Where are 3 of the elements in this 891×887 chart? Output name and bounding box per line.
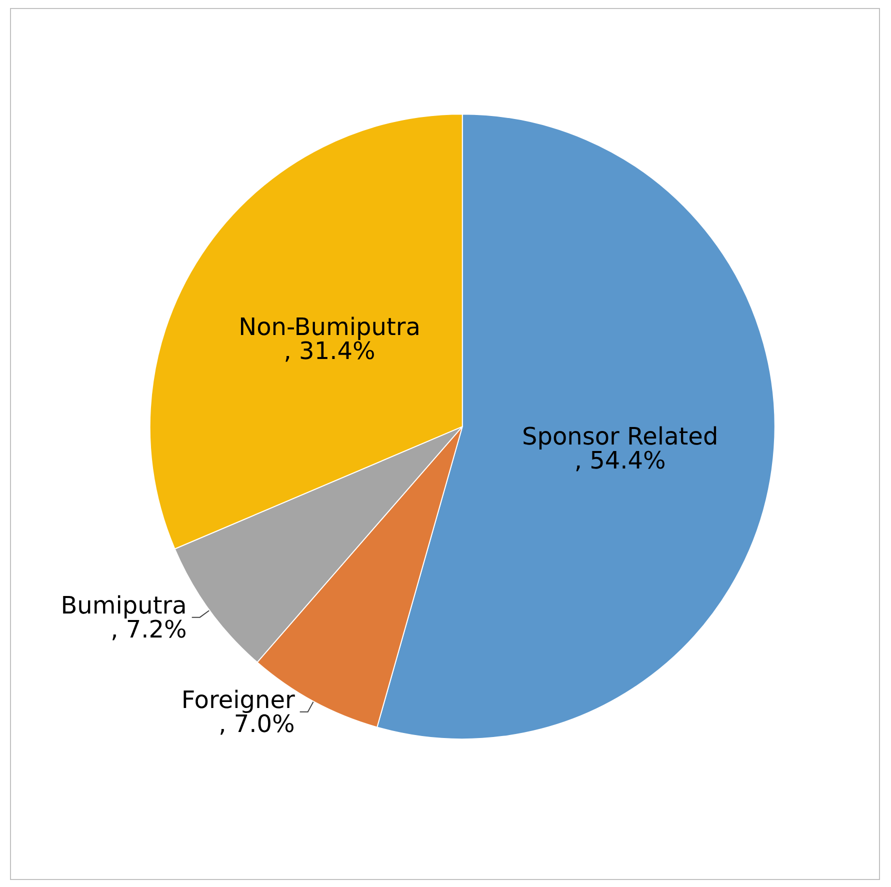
slice-label: Bumiputra — [60, 591, 187, 620]
slice-label: Foreigner — [181, 686, 295, 714]
slice-label: Non-Bumiputra — [238, 312, 420, 341]
